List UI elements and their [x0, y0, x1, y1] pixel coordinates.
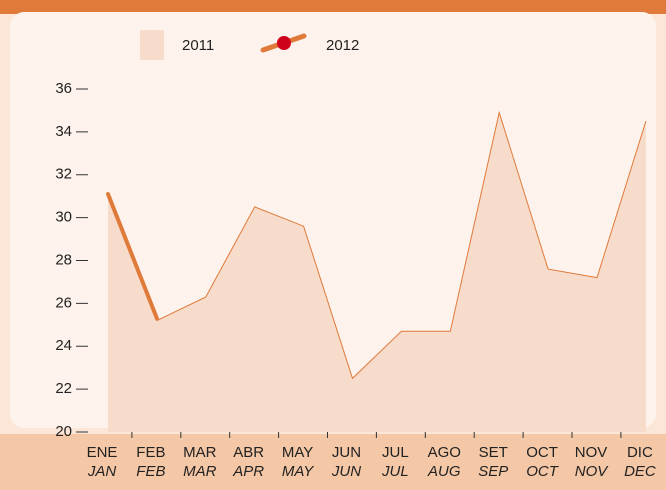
- x-tick-label: NOV: [575, 444, 608, 461]
- area-line: [107, 110, 647, 380]
- x-tick-label-secondary: FEB: [136, 463, 165, 480]
- x-tick-label: OCT: [526, 444, 558, 461]
- x-tick-label: AGO: [428, 444, 461, 461]
- legend-swatch: [140, 30, 164, 60]
- x-tick-label: SET: [479, 444, 508, 461]
- x-tick-label-secondary: SEP: [478, 463, 508, 480]
- legend-label: 2011: [182, 37, 214, 54]
- x-tick-label-secondary: APR: [232, 463, 264, 480]
- y-tick-label: 32: [55, 166, 72, 183]
- x-tick-label-secondary: JAN: [87, 463, 117, 480]
- x-tick-label: ENE: [87, 444, 118, 461]
- x-tick-label: DIC: [627, 444, 653, 461]
- x-tick-label: MAY: [282, 444, 313, 461]
- x-tick-label-secondary: NOV: [575, 463, 610, 480]
- y-tick-label: 20: [55, 423, 72, 440]
- y-tick-label: 24: [55, 337, 72, 354]
- y-tick-label: 36: [55, 80, 72, 97]
- x-tick-label: MAR: [183, 444, 217, 461]
- y-tick-label: 30: [55, 209, 72, 226]
- x-tick-label-secondary: JUL: [381, 463, 409, 480]
- line: [106, 192, 159, 321]
- x-tick-label: JUN: [332, 444, 361, 461]
- legend-label: 2012: [326, 37, 359, 54]
- area: [108, 112, 646, 433]
- x-tick-label-secondary: OCT: [526, 463, 560, 480]
- x-tick-label: ABR: [233, 444, 264, 461]
- x-tick-label: JUL: [382, 444, 409, 461]
- y-tick-label: 34: [55, 123, 72, 140]
- y-tick-label: 22: [55, 380, 72, 397]
- y-tick-label: 26: [55, 294, 72, 311]
- y-tick-label: 28: [55, 251, 72, 268]
- x-tick-label-secondary: MAR: [183, 463, 217, 480]
- x-tick-label-secondary: MAY: [282, 463, 314, 480]
- x-tick-label-secondary: JUN: [331, 463, 361, 480]
- x-tick-label-secondary: DEC: [624, 463, 656, 480]
- legend-marker: [277, 36, 291, 50]
- x-tick-label: FEB: [136, 444, 165, 461]
- top-band: [0, 0, 666, 14]
- x-tick-label-secondary: AUG: [427, 463, 461, 480]
